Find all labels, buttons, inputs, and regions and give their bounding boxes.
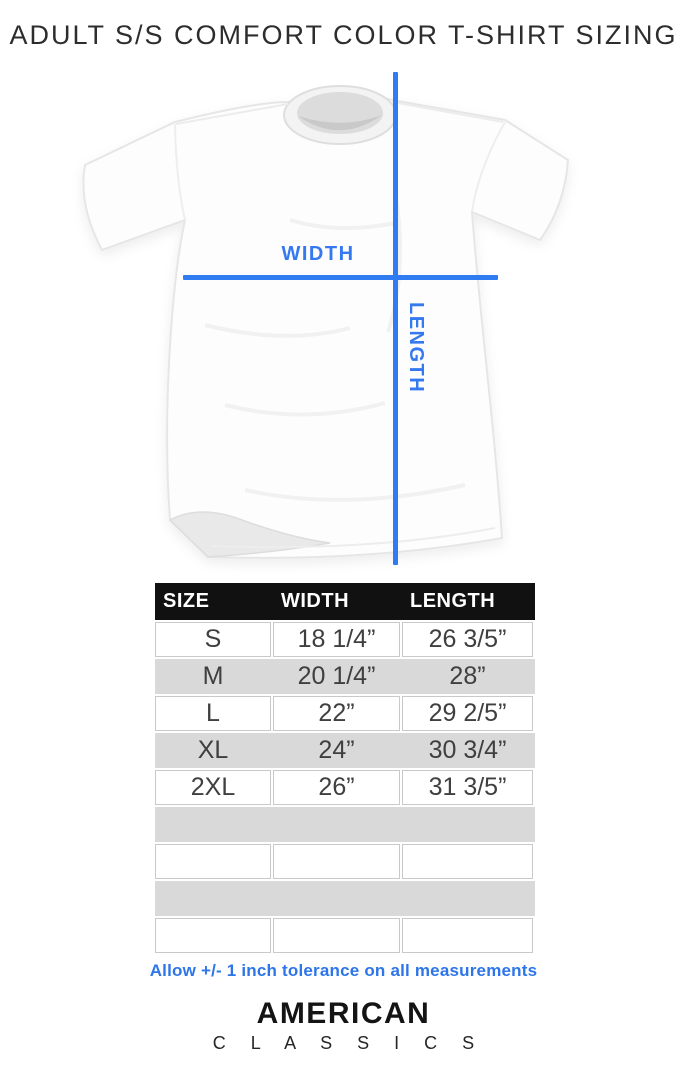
column-header-length: LENGTH <box>410 590 496 612</box>
width-measure-label: WIDTH <box>281 243 355 265</box>
column-header-width: WIDTH <box>281 590 350 612</box>
page-title: ADULT S/S COMFORT COLOR T-SHIRT SIZING <box>9 20 678 50</box>
table-row-m: M 20 1/4” 28” <box>155 659 535 694</box>
size-cell: S <box>155 622 271 657</box>
table-row-l: L 22” 29 2/5” <box>155 696 535 731</box>
empty-row <box>155 807 535 842</box>
shoulder-seam-left <box>175 103 289 125</box>
sleeve-seam-right <box>471 121 506 213</box>
size-table: SIZE WIDTH LENGTH S 18 1/4” 26 3/5” M 20… <box>155 583 535 953</box>
length-measure-label: LENGTH <box>405 302 427 394</box>
tshirt-collar-shadow <box>298 115 382 131</box>
table-row-2xl: 2XL 26” 31 3/5” <box>155 770 535 805</box>
tshirt-hem-fold <box>168 511 331 558</box>
brand-name-american: AMERICAN <box>256 997 431 1030</box>
width-cell: 20 1/4” <box>297 662 376 690</box>
length-cell: 26 3/5” <box>402 622 533 657</box>
tshirt-body <box>82 93 570 559</box>
hem-stitch <box>211 527 496 549</box>
tolerance-note: Allow +/- 1 inch tolerance on all measur… <box>149 961 538 980</box>
size-table-header: SIZE WIDTH LENGTH <box>155 583 535 620</box>
length-cell: 30 3/4” <box>428 736 507 764</box>
wrinkle-lines <box>204 189 466 502</box>
tshirt-illustration <box>40 70 640 580</box>
size-cell: 2XL <box>155 770 271 805</box>
width-cell: 18 1/4” <box>273 622 400 657</box>
width-measure-line <box>183 275 498 280</box>
empty-row <box>155 881 535 916</box>
tshirt-drawing <box>82 85 570 559</box>
brand-name-classics: C L A S S I C S <box>212 1033 485 1053</box>
shoulder-seam-right <box>391 101 504 123</box>
empty-row <box>155 844 535 879</box>
size-cell: XL <box>197 736 229 764</box>
size-cell: L <box>155 696 271 731</box>
width-cell: 24” <box>318 736 355 764</box>
column-header-size: SIZE <box>163 590 210 612</box>
table-row-xl: XL 24” 30 3/4” <box>155 733 535 768</box>
width-cell: 26” <box>273 770 400 805</box>
width-cell: 22” <box>273 696 400 731</box>
length-cell: 29 2/5” <box>402 696 533 731</box>
length-cell: 28” <box>449 662 486 690</box>
sleeve-seam-left <box>174 123 186 221</box>
size-table-body: S 18 1/4” 26 3/5” M 20 1/4” 28” L 22” 29… <box>155 622 535 953</box>
empty-row <box>155 918 535 953</box>
brand-logo: AMERICAN C L A S S I C S <box>0 997 687 1053</box>
table-row-s: S 18 1/4” 26 3/5” <box>155 622 535 657</box>
length-cell: 31 3/5” <box>402 770 533 805</box>
length-measure-line <box>393 72 398 565</box>
size-cell: M <box>202 662 224 690</box>
